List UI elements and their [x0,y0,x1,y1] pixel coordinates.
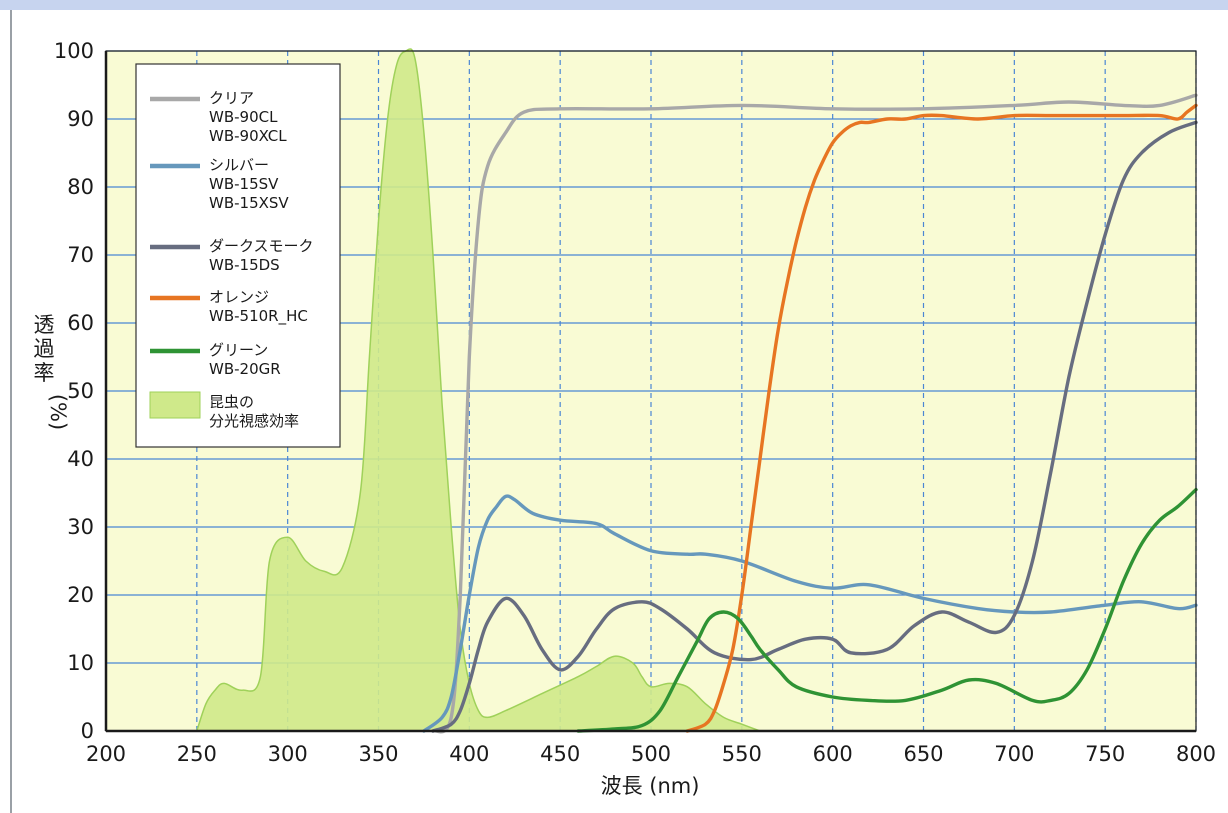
area-layer [196,48,761,732]
legend-label: WB-90CL [209,108,278,126]
y-tick-70: 70 [67,243,94,267]
y-tick-0: 0 [81,719,94,743]
series-line-4 [576,487,1198,733]
x-axis-label: 波長 (nm) [601,774,700,798]
series-layer [422,93,1198,734]
legend-label: WB-15XSV [209,194,289,212]
series-line-0 [431,93,1198,734]
x-tick-labels: 200 250 300 350 400 450 500 550 600 650 700 750 800 [86,742,1216,766]
y-axis-label-char: 透 [34,313,55,337]
x-tick-250: 250 [177,742,217,766]
x-tick-550: 550 [722,742,762,766]
y-tick-60: 60 [67,311,94,335]
x-tick-800: 800 [1176,742,1216,766]
legend-label: WB-20GR [209,360,281,378]
x-tick-600: 600 [813,742,853,766]
x-tick-500: 500 [631,742,671,766]
legend-label: WB-510R_HC [209,307,308,326]
x-tick-300: 300 [268,742,308,766]
legend-label: グリーン [209,341,268,359]
series-line-2 [431,120,1198,733]
series-line-3 [685,103,1198,733]
top-band [0,0,1228,10]
y-axis-label: 透過率 (%) [34,313,71,430]
legend-label: ダークスモーク [209,237,314,255]
y-tick-100: 100 [54,39,94,63]
x-tick-200: 200 [86,742,126,766]
y-tick-20: 20 [67,583,94,607]
x-tick-650: 650 [903,742,943,766]
y-tick-40: 40 [67,447,94,471]
x-tick-450: 450 [540,742,580,766]
legend-label: WB-90XCL [209,127,287,145]
y-tick-30: 30 [67,515,94,539]
y-tick-50: 50 [67,379,94,403]
y-axis-label-char: 過 [34,337,55,361]
series-line-1 [422,494,1198,733]
series-area-outline [196,48,761,732]
left-border [10,10,12,813]
legend-label: クリア [209,89,254,107]
x-tick-350: 350 [358,742,398,766]
legend-label: WB-15DS [209,256,280,274]
y-tick-labels: 0 10 20 30 40 50 60 70 80 90 100 [54,39,94,743]
legend-label: オレンジ [209,288,269,306]
y-tick-10: 10 [67,651,94,675]
legend-box [135,63,341,448]
x-tick-750: 750 [1085,742,1125,766]
legend-label: 昆虫の [209,393,254,411]
legend-label: シルバー [209,156,269,174]
legend-label: 分光視感効率 [209,412,299,430]
plot-frame [105,50,1197,732]
legend-swatch-insect [149,391,201,419]
legend-label: WB-15SV [209,175,279,193]
y-tick-90: 90 [67,107,94,131]
y-axis-label-unit: (%) [46,394,70,430]
y-axis-label-char: 率 [34,361,55,385]
y-tick-80: 80 [67,175,94,199]
x-tick-400: 400 [449,742,489,766]
x-tick-700: 700 [994,742,1034,766]
